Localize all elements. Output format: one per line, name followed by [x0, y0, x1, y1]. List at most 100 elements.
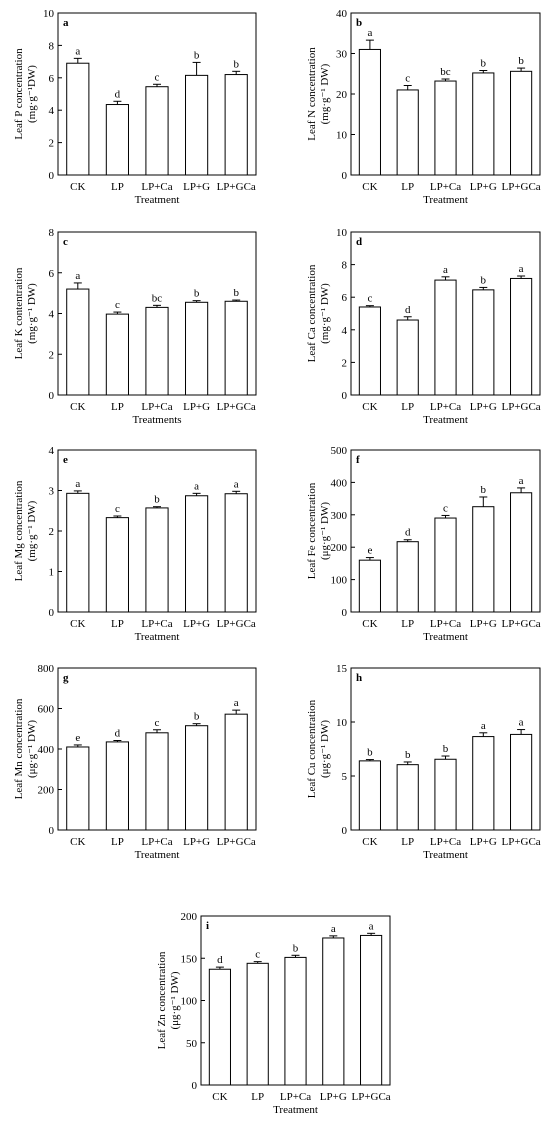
chart-panel-b: b 0 10 20 30 40 Leaf N concentration (mg·g⁻¹ DW…	[306, 8, 541, 206]
bar-lp	[396, 89, 419, 176]
x-tick-label: LP+G	[183, 181, 210, 193]
bar-lp-gca	[224, 300, 248, 396]
y-tick-label: 0	[192, 1080, 198, 1092]
bar-ck	[66, 746, 90, 831]
x-tick-label: LP	[111, 618, 124, 630]
significance-letter: a	[234, 478, 239, 490]
y-tick-label: 0	[342, 607, 348, 619]
x-axis-label: Treatment	[423, 631, 468, 643]
significance-letter: b	[443, 743, 449, 755]
y-tick-label: 6	[49, 73, 55, 85]
bar-ck	[358, 48, 381, 176]
bar-lp-g	[472, 506, 495, 613]
y-axis-unit-label: (mg·g⁻¹ DW)	[319, 283, 331, 344]
y-tick-label: 6	[342, 292, 348, 304]
significance-letter: b	[481, 484, 487, 496]
y-tick-label: 0	[49, 825, 55, 837]
x-axis-label: Treatment	[135, 194, 180, 206]
significance-letter: b	[293, 942, 299, 954]
x-tick-label: LP+Ca	[430, 401, 461, 413]
x-axis-label: Treatment	[423, 849, 468, 861]
significance-letter: d	[217, 954, 223, 966]
x-tick-label: CK	[70, 401, 85, 413]
panel-letter: e	[63, 454, 68, 466]
panel-letter: h	[356, 672, 362, 684]
significance-letter: c	[367, 293, 372, 305]
y-axis-label: Leaf N concentration	[306, 47, 318, 141]
y-axis-label: Leaf Mn concentration	[13, 698, 25, 799]
y-tick-label: 2	[49, 138, 55, 150]
significance-letter: c	[115, 503, 120, 515]
bar-ck	[358, 559, 381, 613]
panel-letter: f	[356, 454, 360, 466]
significance-letter: b	[194, 49, 200, 61]
x-tick-label: LP+GCa	[501, 181, 540, 193]
panel-letter: g	[63, 672, 69, 684]
x-tick-label: LP+G	[183, 401, 210, 413]
x-tick-label: CK	[362, 836, 377, 848]
significance-letter: bc	[152, 292, 163, 304]
significance-letter: a	[234, 697, 239, 709]
significance-letter: b	[481, 58, 487, 70]
y-tick-label: 4	[49, 309, 55, 321]
x-axis-label: Treatments	[132, 414, 181, 426]
y-tick-label: 0	[49, 170, 55, 182]
bar-lp-ca	[145, 732, 169, 831]
significance-letter: b	[233, 58, 239, 70]
bar-lp-ca	[434, 80, 457, 176]
significance-letter: a	[443, 264, 448, 276]
significance-letter: b	[233, 287, 239, 299]
y-tick-label: 200	[38, 785, 55, 797]
x-tick-label: LP	[401, 836, 414, 848]
significance-letter: a	[75, 478, 80, 490]
significance-letter: a	[75, 270, 80, 282]
bar-lp-g	[472, 736, 495, 831]
significance-letter: b	[154, 494, 160, 506]
y-axis-label: Leaf Ca concentration	[306, 264, 318, 362]
y-tick-label: 4	[342, 325, 348, 337]
bar-lp-ca	[434, 279, 457, 396]
significance-letter: e	[367, 545, 372, 557]
y-tick-label: 10	[43, 8, 55, 20]
bar-lp-ca	[145, 306, 169, 396]
panel-letter: c	[63, 236, 68, 248]
y-tick-label: 15	[336, 663, 348, 675]
y-tick-label: 10	[336, 717, 348, 729]
x-axis-label: Treatment	[423, 194, 468, 206]
x-tick-label: LP+Ca	[141, 181, 172, 193]
bar-lp-ca	[145, 86, 169, 176]
y-axis-unit-label: (μg·g⁻¹ DW)	[319, 720, 331, 778]
bar-lp-g	[322, 937, 345, 1086]
x-tick-label: LP+GCa	[217, 181, 256, 193]
x-tick-label: CK	[212, 1091, 227, 1103]
panel-letter: i	[206, 920, 209, 932]
x-tick-label: LP+Ca	[430, 181, 461, 193]
bar-lp-ca	[434, 758, 457, 831]
x-tick-label: LP+GCa	[501, 836, 540, 848]
bar-lp-gca	[224, 74, 248, 176]
y-tick-label: 50	[186, 1038, 198, 1050]
x-tick-label: LP+G	[470, 836, 497, 848]
y-tick-label: 400	[38, 744, 55, 756]
x-tick-label: LP+GCa	[351, 1091, 390, 1103]
y-axis-label: Leaf Fe concentration	[306, 482, 318, 579]
significance-letter: a	[481, 720, 486, 732]
y-axis-label: Leaf Cu concentration	[306, 699, 318, 798]
bar-lp-g	[185, 725, 209, 831]
bar-ck	[208, 968, 231, 1086]
x-tick-label: LP+Ca	[141, 836, 172, 848]
x-tick-label: LP+G	[470, 181, 497, 193]
chart-panel-c: c 0 2 4 6 8 Leaf K contentration (mg·g⁻¹ DW) a CK…	[13, 227, 257, 426]
y-tick-label: 200	[181, 911, 198, 923]
significance-letter: b	[518, 55, 524, 67]
y-axis-label: Leaf Zn concentration	[156, 951, 168, 1049]
y-tick-label: 500	[331, 445, 348, 457]
y-tick-label: 400	[331, 477, 348, 489]
significance-letter: a	[519, 717, 524, 729]
y-tick-label: 4	[49, 105, 55, 117]
significance-letter: a	[369, 920, 374, 932]
bar-lp	[396, 541, 419, 613]
y-tick-label: 10	[336, 130, 348, 142]
significance-letter: b	[194, 711, 200, 723]
